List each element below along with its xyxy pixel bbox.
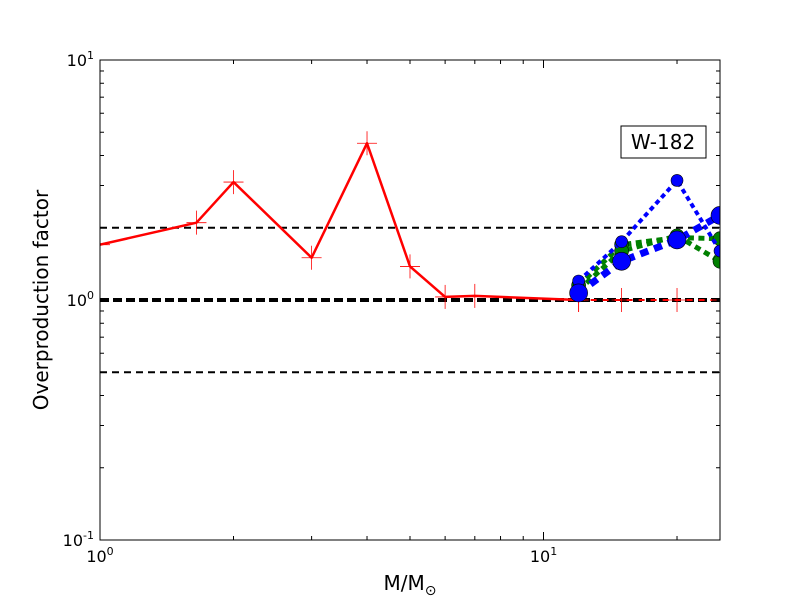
series-2-point [667, 288, 688, 312]
series-2-point [611, 288, 632, 312]
series-6-point [667, 230, 687, 250]
x-axis-label: M/M⊙ [384, 571, 437, 599]
series-1-point [464, 283, 485, 308]
y-axis-label: Overproduction factor [29, 189, 53, 410]
series-6-line [576, 212, 720, 296]
series-1-point [435, 284, 456, 309]
series-5-point [713, 244, 720, 258]
series-1-point [301, 245, 322, 270]
series-1-point [186, 210, 207, 235]
y-tick-label: 100 [67, 289, 94, 310]
series-6-point [612, 251, 631, 271]
series-4-point [712, 253, 720, 269]
series-5-point [670, 174, 684, 187]
series-1-point [357, 131, 378, 156]
y-tick-label: 10-1 [63, 529, 94, 550]
annotation-label: W-182 [631, 130, 695, 154]
y-tick-label: 101 [67, 49, 94, 70]
series-1-point [100, 232, 110, 257]
series-5-point [615, 235, 628, 248]
annotation-box: W-182 [620, 125, 707, 159]
x-tick-label: 100 [86, 545, 113, 566]
x-tick-label: 101 [530, 545, 557, 566]
series-1-point [400, 254, 420, 279]
series-6-point [569, 283, 588, 303]
series-4-line [576, 233, 720, 292]
series-6-point [710, 206, 720, 225]
series-1-point [223, 170, 244, 195]
series-5-line [577, 178, 720, 283]
